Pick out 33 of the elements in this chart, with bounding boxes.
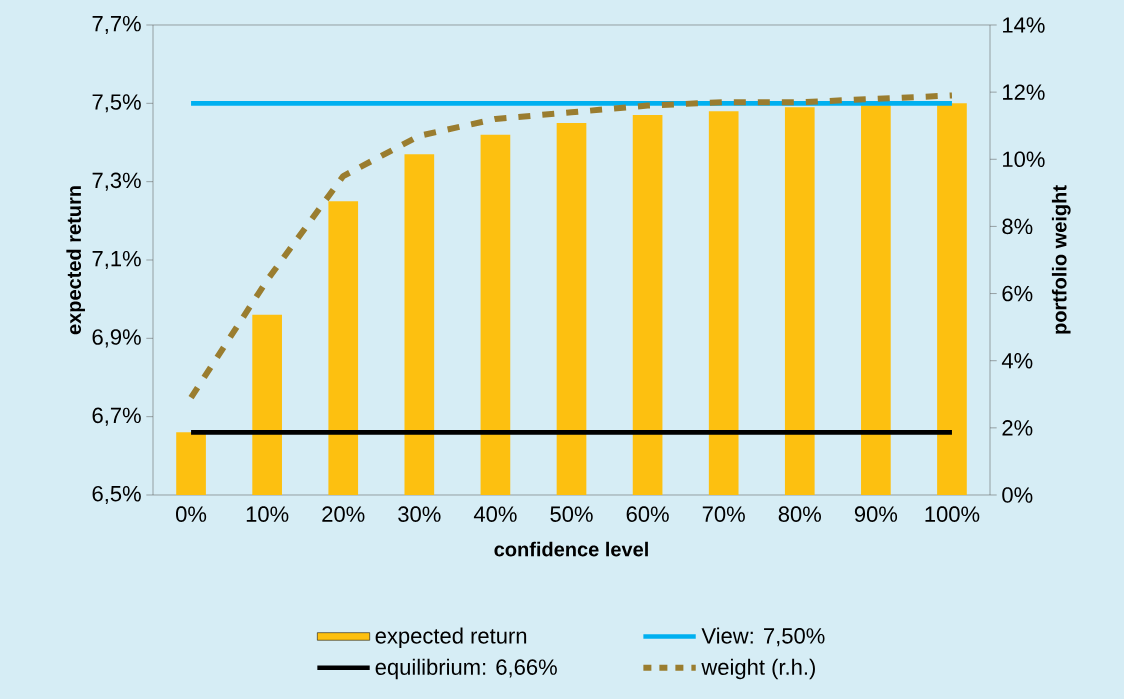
x-tick-label: 50% xyxy=(550,506,593,522)
legend-label: weight (r.h.) xyxy=(701,658,815,680)
y2-tick-label: 12% xyxy=(1003,84,1045,100)
x-tick-label: 90% xyxy=(854,506,898,522)
x-tick-label: 0% xyxy=(176,506,207,522)
y-axis-title: expected return xyxy=(66,186,85,335)
y2-tick-label: 0% xyxy=(1002,487,1033,503)
y-tick-label: 7,1% xyxy=(92,250,141,270)
y-tick-label: 7,7% xyxy=(92,15,141,35)
x-axis-title: confidence level xyxy=(494,541,648,557)
y-tick-label: 6,7% xyxy=(92,407,141,426)
x-tick-label: 40% xyxy=(473,506,517,522)
legend-label: expected return xyxy=(375,627,527,648)
y2-tick-label: 10% xyxy=(1003,151,1045,168)
y-tick-label: 7,3% xyxy=(92,172,141,191)
y2-tick-label: 2% xyxy=(1002,420,1033,436)
x-tick-label: 30% xyxy=(398,506,441,522)
legend-label: View: 7,50% xyxy=(701,627,825,647)
x-tick-label: 20% xyxy=(322,506,365,522)
y2-tick-label: 8% xyxy=(1002,218,1033,235)
y2-tick-label: 6% xyxy=(1002,285,1033,302)
y-tick-label: 6,9% xyxy=(92,329,141,348)
y-tick-label: 7,5% xyxy=(92,94,141,113)
x-tick-label: 100% xyxy=(925,506,980,522)
x-tick-label: 10% xyxy=(246,506,289,522)
legend-label: equilibrium: 6,66% xyxy=(375,658,557,680)
x-tick-label: 80% xyxy=(778,506,821,522)
y-tick-label: 6,5% xyxy=(92,485,141,505)
y2-axis-title: portfolio weight xyxy=(1051,185,1071,334)
y2-tick-label: 14% xyxy=(1003,17,1045,33)
x-tick-label: 60% xyxy=(626,506,669,522)
y2-tick-label: 4% xyxy=(1001,353,1033,369)
x-tick-label: 70% xyxy=(702,506,745,522)
